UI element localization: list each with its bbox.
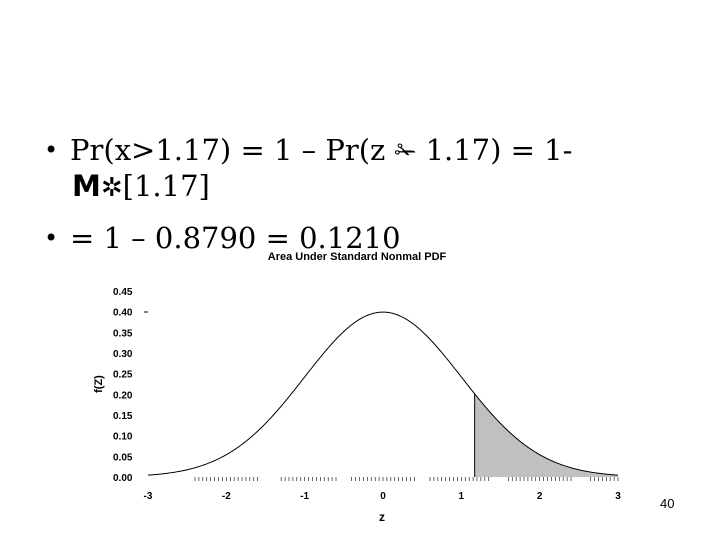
page-number: 40 <box>660 496 675 511</box>
bullet-line-2: • = 1 – 0.8790 = 0.1210 <box>44 221 401 255</box>
bullet-2: • <box>44 224 59 252</box>
y-tick-label: 0.45 <box>113 287 133 298</box>
pdf-curve <box>147 311 619 476</box>
garbled-symbol-m: M <box>72 169 101 203</box>
y-tick-label: 0.20 <box>113 390 133 401</box>
y-tick-label: 0.40 <box>113 308 133 319</box>
bullet-line-1-continued: M✲[1.17] <box>72 169 210 205</box>
garbled-symbol-star: ✲ <box>100 173 123 203</box>
y-tick-label: 0.00 <box>113 473 133 484</box>
line3-text: = 1 – 0.8790 = 0.1210 <box>70 221 401 255</box>
x-tick-label: 2 <box>537 491 543 502</box>
bullet-line-1: • Pr(x>1.17) = 1 – Pr(z ✁ 1.17) = 1- <box>44 133 573 169</box>
y-tick-label: 0.15 <box>113 411 133 422</box>
y-tick-label: 0.05 <box>113 452 133 463</box>
x-tick-label: 3 <box>615 491 621 502</box>
x-tick-labels: -3 -2 -1 0 1 2 3 <box>144 491 622 502</box>
x-tick-label: -3 <box>144 491 153 502</box>
y-tick-labels: 0.45 0.40 0.35 0.30 0.25 0.20 0.15 0.10 0.05 0.00 <box>113 287 133 484</box>
line1-text: Pr(x>1.17) = 1 – Pr(z <box>70 133 386 167</box>
shaded-area <box>474 393 618 477</box>
bullet-1: • <box>44 136 59 164</box>
x-tick-label: 0 <box>380 491 386 502</box>
y-tick-label: 0.10 <box>113 432 133 443</box>
line2-text: [1.17] <box>122 169 210 203</box>
x-minor-ticks <box>194 477 619 481</box>
y-tick-label: 0.35 <box>113 328 133 339</box>
x-tick-label: -2 <box>222 491 231 502</box>
x-tick-label: 1 <box>459 491 465 502</box>
x-tick-label: -1 <box>300 491 309 502</box>
line1-tail: 1.17) = 1- <box>425 133 573 167</box>
scissors-symbol: ✁ <box>394 137 417 167</box>
y-axis-label: f(Z) <box>93 375 105 393</box>
y-tick-label: 0.25 <box>113 370 133 381</box>
chart-title: Area Under Standard Nonmal PDF <box>268 251 447 263</box>
y-tick-label: 0.30 <box>113 349 133 360</box>
x-axis-label: z <box>379 510 385 524</box>
